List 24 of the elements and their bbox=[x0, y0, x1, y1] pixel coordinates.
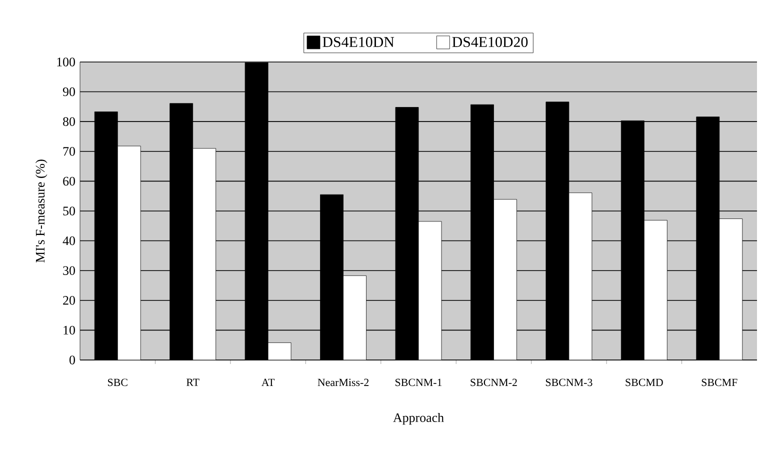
x-tick-label: SBCNM-2 bbox=[470, 378, 517, 386]
x-tick-label: SBCNM-1 bbox=[395, 378, 442, 386]
y-tick-label: 50 bbox=[63, 206, 75, 216]
x-tick-label: SBC bbox=[108, 378, 128, 386]
y-tick-label: 100 bbox=[57, 58, 75, 66]
x-tick-label: RT bbox=[186, 378, 200, 386]
x-axis-title: Approach bbox=[393, 412, 444, 425]
y-tick-label: 80 bbox=[63, 117, 75, 126]
x-tick-label: AT bbox=[261, 378, 275, 386]
y-tick-label: 30 bbox=[63, 266, 75, 275]
y-tick-label: 90 bbox=[62, 87, 75, 96]
x-tick-label: SBCNM-3 bbox=[546, 378, 592, 386]
y-tick-label: 40 bbox=[62, 236, 75, 246]
x-tick-label: NearMiss-2 bbox=[318, 378, 369, 386]
y-tick-label: 20 bbox=[63, 296, 75, 305]
x-tick-label: SBCMD bbox=[626, 378, 663, 386]
y-tick-label: 0 bbox=[70, 356, 75, 364]
x-tick-label: SBCMF bbox=[702, 378, 738, 386]
y-tick-label: 70 bbox=[63, 147, 75, 156]
y-tick-label: 10 bbox=[64, 326, 75, 335]
y-axis-title: MI's F-measure (%) bbox=[35, 160, 48, 262]
y-tick-label: 60 bbox=[63, 176, 75, 186]
legend-label: DS4E10DN bbox=[322, 36, 394, 48]
legend-label: DS4E10D20 bbox=[452, 36, 528, 48]
